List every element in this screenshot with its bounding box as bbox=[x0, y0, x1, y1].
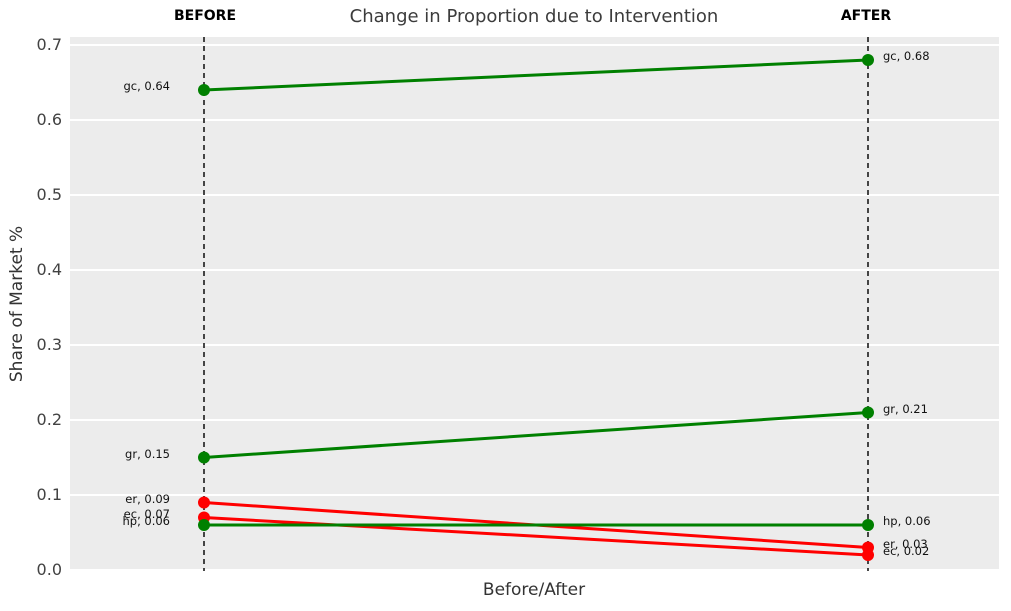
y-tick-label-0.7: 0.7 bbox=[36, 35, 62, 54]
point-label-gc-after: gc, 0.68 bbox=[883, 49, 930, 63]
plot-panel bbox=[70, 37, 999, 571]
point-ec-after bbox=[862, 549, 874, 561]
y-tick-label-0.3: 0.3 bbox=[36, 335, 62, 354]
y-tick-label-0.0: 0.0 bbox=[36, 560, 62, 579]
series-line-gr bbox=[203, 411, 869, 459]
point-er-before bbox=[198, 496, 210, 509]
plot-canvas bbox=[70, 37, 999, 571]
y-tick-label-0.1: 0.1 bbox=[36, 485, 62, 504]
point-gc-before bbox=[198, 84, 210, 96]
point-label-gr-after: gr, 0.21 bbox=[883, 401, 928, 416]
point-label-er-before: er, 0.09 bbox=[125, 491, 170, 506]
y-tick-label-0.2: 0.2 bbox=[36, 410, 62, 429]
before-column-header: BEFORE bbox=[173, 8, 237, 24]
series-line-gc bbox=[203, 58, 869, 92]
y-tick-label-0.5: 0.5 bbox=[36, 185, 62, 204]
y-axis-title: Share of Market % bbox=[7, 225, 27, 383]
x-axis-title: Before/After bbox=[482, 580, 586, 600]
point-label-hp-before: hp, 0.06 bbox=[122, 514, 170, 528]
point-gr-after bbox=[862, 406, 874, 419]
point-label-ec-before: ec, 0.07 bbox=[123, 506, 170, 521]
point-label-hp-after: hp, 0.06 bbox=[883, 514, 931, 528]
point-hp-after bbox=[862, 519, 874, 531]
point-hp-before bbox=[198, 519, 210, 531]
point-gc-after bbox=[862, 54, 874, 66]
point-label-er-after: er, 0.03 bbox=[883, 536, 928, 551]
point-label-gr-before: gr, 0.15 bbox=[125, 446, 170, 461]
series-line-ec bbox=[203, 516, 869, 557]
after-column-header: AFTER bbox=[840, 8, 892, 24]
chart-title: Change in Proportion due to Intervention bbox=[349, 6, 719, 27]
point-label-ec-after: ec, 0.02 bbox=[883, 544, 930, 558]
y-tick-label-0.4: 0.4 bbox=[36, 260, 62, 279]
point-gr-before bbox=[198, 451, 210, 464]
point-label-gc-before: gc, 0.64 bbox=[123, 79, 170, 93]
y-tick-label-0.6: 0.6 bbox=[36, 110, 62, 129]
